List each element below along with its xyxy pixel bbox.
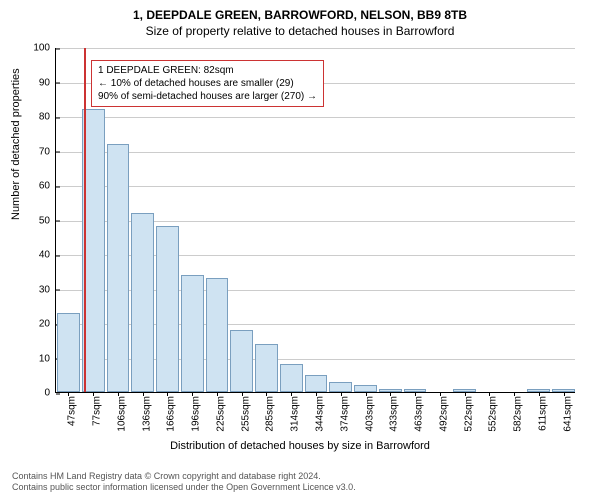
y-tick-label: 30 — [39, 284, 56, 295]
histogram-bar — [107, 144, 130, 392]
chart-title-sub: Size of property relative to detached ho… — [0, 22, 600, 44]
grid-line — [56, 48, 575, 49]
y-axis-label: Number of detached properties — [10, 68, 22, 220]
annotation-line: ← 10% of detached houses are smaller (29… — [98, 77, 317, 90]
x-axis-label: Distribution of detached houses by size … — [0, 440, 600, 452]
x-tick-label: 522sqm — [461, 396, 474, 432]
x-tick-label: 463sqm — [412, 396, 425, 432]
x-tick-label: 433sqm — [387, 396, 400, 432]
histogram-bar — [329, 382, 352, 392]
histogram-bar — [57, 313, 80, 392]
histogram-bar — [230, 330, 253, 392]
footer-line: Contains public sector information licen… — [12, 482, 356, 494]
x-tick-label: 344sqm — [313, 396, 326, 432]
x-tick-label: 196sqm — [189, 396, 202, 432]
x-tick-label: 492sqm — [436, 396, 449, 432]
x-tick-label: 255sqm — [238, 396, 251, 432]
x-tick-label: 225sqm — [213, 396, 226, 432]
y-tick-label: 100 — [33, 43, 56, 54]
x-tick-label: 77sqm — [90, 396, 103, 426]
x-tick-label: 374sqm — [337, 396, 350, 432]
grid-line — [56, 117, 575, 118]
y-tick-label: 40 — [39, 250, 56, 261]
x-tick-label: 582sqm — [511, 396, 524, 432]
grid-line — [56, 186, 575, 187]
histogram-bar — [206, 278, 229, 392]
x-tick-label: 47sqm — [65, 396, 78, 426]
x-tick-label: 314sqm — [288, 396, 301, 432]
x-tick-label: 641sqm — [560, 396, 573, 432]
histogram-bar — [305, 375, 328, 392]
histogram-bar — [255, 344, 278, 392]
annotation-box: 1 DEEPDALE GREEN: 82sqm← 10% of detached… — [91, 60, 324, 107]
x-tick-label: 166sqm — [164, 396, 177, 432]
histogram-bar — [280, 364, 303, 392]
y-tick-label: 0 — [44, 388, 56, 399]
footer-line: Contains HM Land Registry data © Crown c… — [12, 471, 356, 483]
x-tick-label: 611sqm — [535, 396, 548, 431]
x-tick-label: 552sqm — [486, 396, 499, 432]
chart-plot-area: 010203040506070809010047sqm77sqm106sqm13… — [55, 48, 575, 393]
y-tick-label: 80 — [39, 112, 56, 123]
y-tick-label: 50 — [39, 215, 56, 226]
histogram-bar — [131, 213, 154, 392]
y-tick-label: 10 — [39, 353, 56, 364]
annotation-line: 1 DEEPDALE GREEN: 82sqm — [98, 64, 317, 77]
reference-line — [84, 48, 86, 392]
x-tick-label: 285sqm — [263, 396, 276, 432]
x-tick-label: 106sqm — [114, 396, 127, 432]
histogram-bar — [156, 226, 179, 392]
y-tick-label: 70 — [39, 146, 56, 157]
histogram-bar — [181, 275, 204, 392]
histogram-bar — [354, 385, 377, 392]
footer-attribution: Contains HM Land Registry data © Crown c… — [12, 471, 356, 494]
x-tick-label: 136sqm — [139, 396, 152, 432]
y-tick-label: 60 — [39, 181, 56, 192]
annotation-line: 90% of semi-detached houses are larger (… — [98, 90, 317, 103]
y-tick-label: 20 — [39, 319, 56, 330]
y-tick-label: 90 — [39, 77, 56, 88]
grid-line — [56, 152, 575, 153]
chart-title-main: 1, DEEPDALE GREEN, BARROWFORD, NELSON, B… — [0, 0, 600, 22]
x-tick-label: 403sqm — [362, 396, 375, 432]
